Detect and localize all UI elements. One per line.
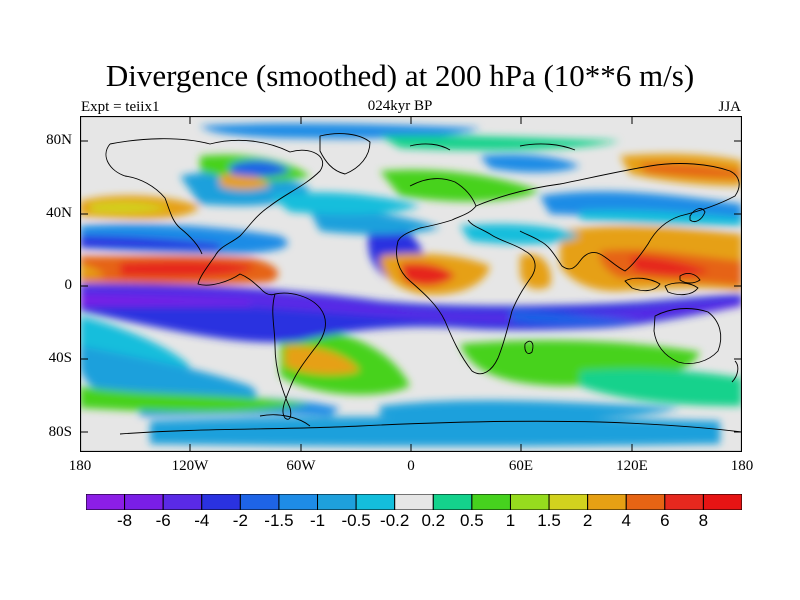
lat-label-40n: 40N [46,205,72,221]
colorbar-label: 2 [582,511,593,530]
colorbar-label: 0.2 [421,511,446,530]
colorbar-label: 4 [621,511,631,530]
experiment-label: Expt = teiix1 [81,99,160,115]
colorbar-box [471,494,511,510]
divergence-field [80,123,742,447]
colorbar-box [355,494,396,510]
colorbar-label: 8 [698,511,709,530]
divergence-map [80,116,742,452]
colorbar-box [587,494,627,510]
colorbar-label: 1.5 [537,511,561,530]
colorbar-box [278,494,319,510]
colorbar-box [124,494,164,510]
period-label: 024kyr BP [367,98,433,114]
colorbar-label: -0.2 [380,511,410,530]
colorbar-label: -0.5 [341,511,371,530]
colorbar-label: -1.5 [264,511,294,530]
colorbar-label: 0.5 [460,511,484,530]
colorbar [86,494,742,510]
colorbar-box [86,494,126,510]
lon-label-60e: 60E [508,458,534,474]
lon-label-120w: 120W [171,458,209,474]
colorbar-label: -1 [309,511,326,530]
lat-label-0: 0 [64,277,73,293]
colorbar-label: -2 [232,511,248,530]
colorbar-box [625,494,666,510]
lon-label-180e: 180 [730,458,754,474]
colorbar-box [162,494,203,510]
colorbar-box [548,494,589,510]
lon-label-60w: 60W [286,458,316,474]
lon-label-0: 0 [407,458,415,474]
lat-label-40s: 40S [48,350,72,366]
colorbar-label: 6 [660,511,670,530]
coastlines [105,133,742,435]
colorbar-box [432,494,473,510]
colorbar-label: -6 [155,511,171,530]
colorbar-label: -8 [117,511,133,530]
colorbar-box [702,494,742,510]
colorbar-box [317,494,357,510]
colorbar-box [664,494,704,510]
lon-label-120e: 120E [616,458,648,474]
season-label: JJA [718,99,741,115]
colorbar-box [394,494,434,510]
colorbar-box [509,494,550,510]
lat-label-80s: 80S [48,424,72,440]
colorbar-box [239,494,280,510]
colorbar-label: 1 [505,511,516,530]
plot-title: Divergence (smoothed) at 200 hPa (10**6 … [105,58,695,93]
colorbar-label: -4 [194,511,210,530]
lon-label-180w: 180 [68,458,92,474]
tick-marks [80,116,742,452]
colorbar-box [201,494,241,510]
lat-label-80n: 80N [46,132,72,148]
